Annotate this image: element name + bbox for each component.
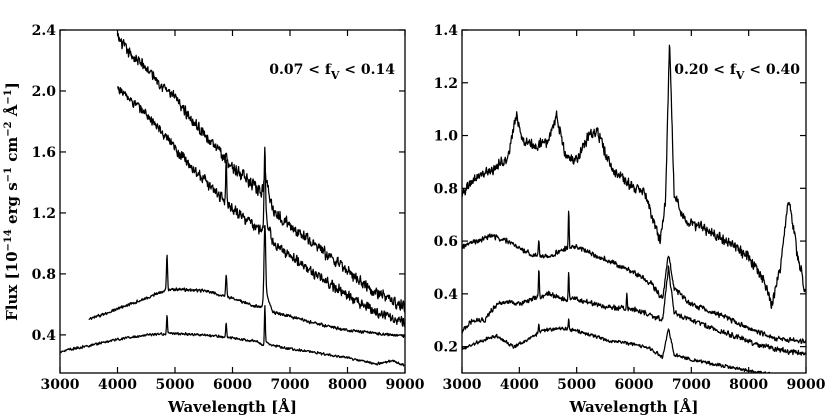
y-tick-label: 2.0 <box>32 84 57 100</box>
y-tick-label: 1.2 <box>32 206 56 222</box>
spectrum-2 <box>117 85 405 327</box>
plot-frame <box>461 29 807 374</box>
spectrum-2 <box>462 210 806 345</box>
x-tick-label: 9000 <box>386 377 425 393</box>
y-tick-label: 1.0 <box>434 129 459 145</box>
left-panel: 3000 4000 5000 6000 7000 8000 9000 0.4 0.8 1.2 1.6… <box>3 23 425 416</box>
y-axis-label: Flux [10−14 erg s−1 cm−2 Å−1] <box>3 82 21 321</box>
spectrum-1 <box>116 32 405 313</box>
y-tick-label: 1.2 <box>434 76 458 92</box>
x-tick-label: 4000 <box>98 377 137 393</box>
x-tick-label: 8000 <box>328 377 367 393</box>
y-tick-label: 0.4 <box>434 287 459 303</box>
spectrum-1 <box>462 44 806 310</box>
x-tick-label: 4000 <box>500 377 539 393</box>
x-tick-label: 6000 <box>615 377 654 393</box>
x-tick-label: 5000 <box>156 377 195 393</box>
y-tick-label: 0.4 <box>32 328 57 344</box>
x-tick-label: 8000 <box>729 377 768 393</box>
y-tick-label: 1.6 <box>32 145 56 161</box>
spectrum-3 <box>462 265 806 356</box>
y-tick-label: 0.2 <box>434 340 458 356</box>
panel-label: 0.20 < fV < 0.40 <box>674 62 800 82</box>
x-tick-label: 6000 <box>213 377 252 393</box>
x-tick-label: 5000 <box>557 377 596 393</box>
x-tick-label: 7000 <box>672 377 711 393</box>
y-tick-label: 0.8 <box>434 181 458 197</box>
right-panel: 3000 4000 5000 6000 7000 8000 9000 0.2 0.4 0.6 0.8… <box>434 23 826 416</box>
spectrum-4 <box>60 304 405 367</box>
x-tick-label: 3000 <box>41 377 80 393</box>
x-tick-label: 7000 <box>271 377 310 393</box>
x-tick-label: 3000 <box>443 377 482 393</box>
x-axis-label: Wavelength [Å] <box>167 398 297 416</box>
y-tick-label: 2.4 <box>32 23 57 39</box>
plot-frame <box>59 29 406 374</box>
y-tick-label: 0.8 <box>32 267 56 283</box>
panel-label: 0.07 < fV < 0.14 <box>269 62 395 82</box>
spectrum-3 <box>88 224 405 339</box>
y-tick-label: 0.6 <box>434 234 458 250</box>
x-tick-label: 9000 <box>787 377 826 393</box>
x-axis-label: Wavelength [Å] <box>568 398 698 416</box>
y-tick-label: 1.4 <box>434 23 459 39</box>
